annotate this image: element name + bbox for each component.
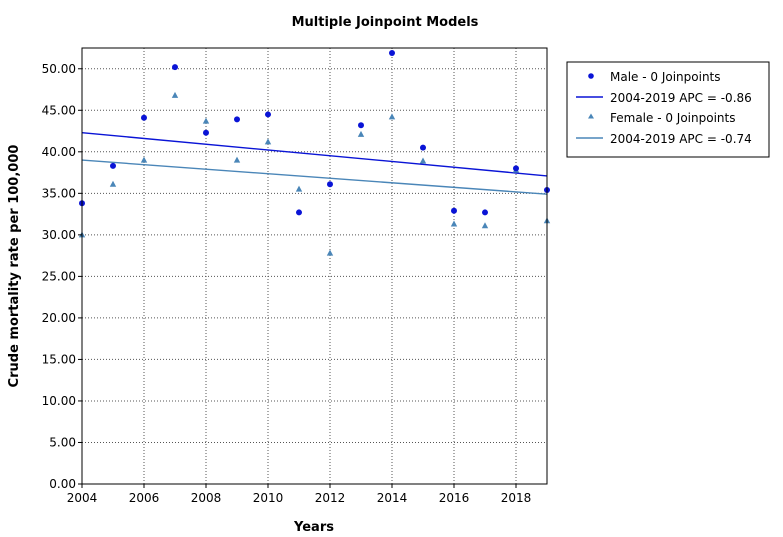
male-data-point [513, 165, 519, 172]
legend-female-marker [588, 113, 594, 119]
male-data-point [234, 116, 240, 123]
female-data-point [233, 156, 241, 163]
female-data-point [357, 130, 365, 137]
male-trend-line [81, 132, 548, 177]
y-tick-label: 35.00 [42, 186, 76, 200]
y-tick-label: 0.00 [49, 477, 76, 491]
male-data-point [420, 144, 426, 151]
female-data-point [171, 91, 179, 98]
y-tick-label: 10.00 [42, 394, 76, 408]
male-data-point [327, 181, 333, 188]
male-data-point [203, 129, 209, 136]
y-tick-label: 15.00 [42, 352, 76, 366]
female-data-point [326, 249, 334, 256]
legend-male-trend-label: 2004-2019 APC = -0.86 [610, 91, 752, 105]
legend-female-label: Female - 0 Joinpoints [610, 111, 735, 125]
data-points [78, 49, 551, 256]
male-data-point [389, 49, 395, 56]
female-data-point [388, 113, 396, 120]
female-data-point [140, 156, 148, 163]
y-tick-label: 45.00 [42, 103, 76, 117]
y-tick-label: 5.00 [49, 435, 76, 449]
male-data-point [141, 114, 147, 121]
x-tick-label: 2018 [501, 491, 532, 505]
x-tick-label: 2008 [191, 491, 222, 505]
female-data-point [109, 180, 117, 187]
y-tick-label: 40.00 [42, 145, 76, 159]
legend-male-label: Male - 0 Joinpoints [610, 70, 721, 84]
female-data-point [202, 117, 210, 124]
chart-title: Multiple Joinpoint Models [292, 15, 479, 30]
female-trend-line [81, 159, 548, 195]
x-tick-label: 2010 [253, 491, 284, 505]
x-tick-label: 2004 [67, 491, 98, 505]
y-axis-ticks: 0.00 5.00 10.00 15.00 20.00 25.00 30.00 35.00 40… [42, 62, 82, 491]
plot-area [81, 47, 548, 485]
male-data-point [172, 64, 178, 71]
x-tick-label: 2016 [439, 491, 470, 505]
male-data-point [296, 209, 302, 216]
female-data-point [450, 220, 458, 227]
female-data-point [295, 185, 303, 192]
male-data-point [110, 162, 116, 169]
x-tick-label: 2012 [315, 491, 346, 505]
trend-lines [81, 132, 548, 195]
y-tick-label: 25.00 [42, 269, 76, 283]
x-axis-title: Years [293, 520, 334, 535]
male-data-point [482, 209, 488, 216]
male-data-point [451, 207, 457, 214]
legend-box [566, 61, 770, 158]
male-data-point [265, 111, 271, 118]
female-data-point [481, 222, 489, 229]
x-tick-label: 2014 [377, 491, 408, 505]
y-tick-label: 50.00 [42, 62, 76, 76]
legend-female-trend-label: 2004-2019 APC = -0.74 [610, 132, 752, 146]
x-axis-ticks: 2004 2006 2008 2010 2012 2014 2016 2018 [67, 484, 532, 505]
grid [82, 48, 547, 484]
y-tick-label: 20.00 [42, 311, 76, 325]
y-axis-title: Crude mortality rate per 100,000 [7, 145, 22, 388]
y-tick-label: 30.00 [42, 228, 76, 242]
x-tick-label: 2006 [129, 491, 160, 505]
male-data-point [358, 122, 364, 129]
legend: Male - 0 Joinpoints 2004-2019 APC = -0.8… [566, 61, 770, 158]
legend-male-marker [588, 73, 594, 79]
female-data-point [264, 138, 272, 145]
female-data-point [419, 157, 427, 164]
